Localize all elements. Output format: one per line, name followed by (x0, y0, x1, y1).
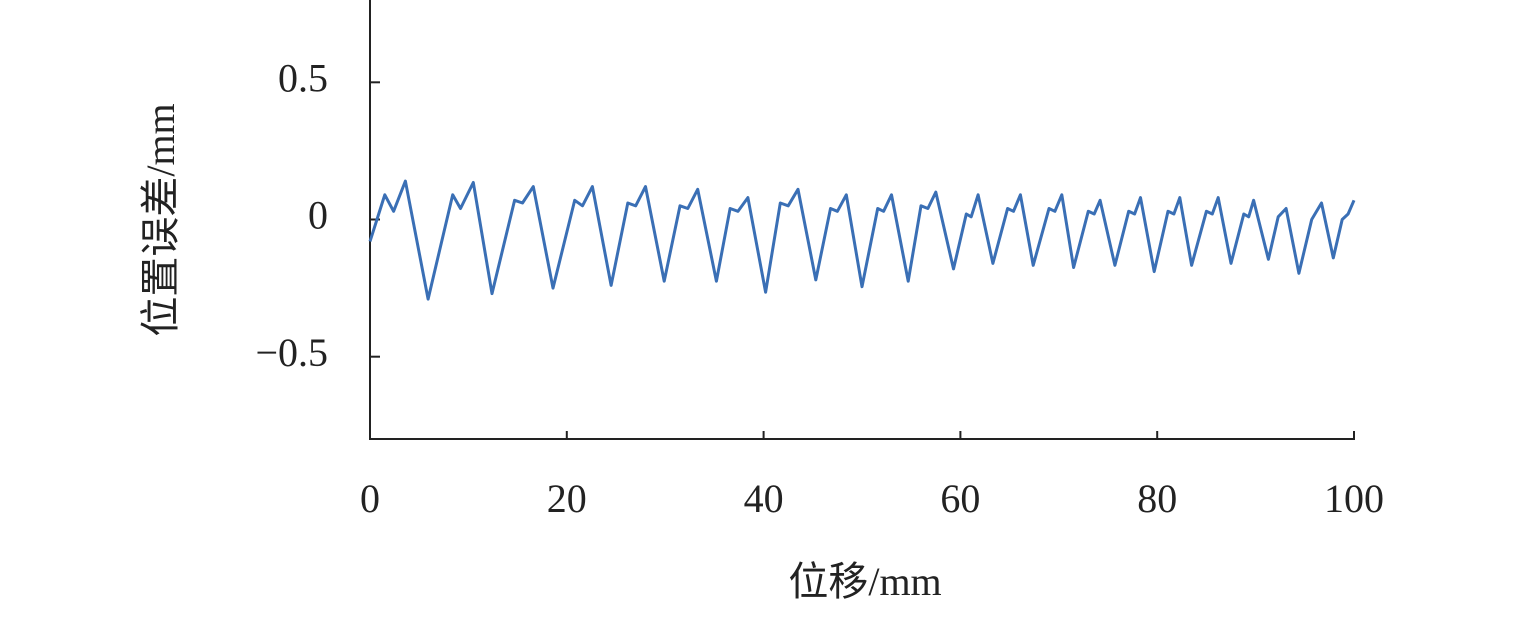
x-tick-label: 20 (547, 476, 587, 521)
y-tick-label: −0.5 (255, 330, 328, 375)
x-tick-label: 80 (1137, 476, 1177, 521)
data-line (368, 179, 1356, 301)
y-axis-label: 位置误差/mm (138, 103, 183, 336)
y-tick-label: 0.5 (278, 55, 328, 100)
y-tick-label: 0 (308, 193, 328, 238)
x-tick-label: 40 (744, 476, 784, 521)
x-tick-label: 60 (940, 476, 980, 521)
x-tick-label: 0 (360, 476, 380, 521)
x-tick-label: 100 (1324, 476, 1384, 521)
x-axis-label: 位移/mm (788, 559, 941, 604)
